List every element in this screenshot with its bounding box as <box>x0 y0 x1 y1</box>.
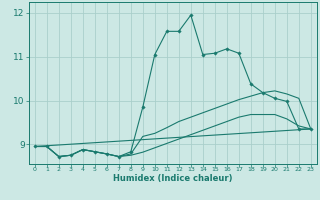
X-axis label: Humidex (Indice chaleur): Humidex (Indice chaleur) <box>113 174 233 183</box>
